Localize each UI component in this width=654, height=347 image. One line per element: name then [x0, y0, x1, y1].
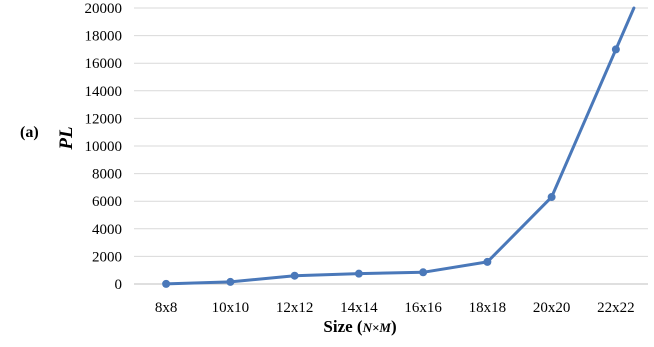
y-tick-label: 0 — [115, 277, 123, 293]
y-tick-label: 14000 — [85, 84, 123, 100]
panel-label: (a) — [20, 124, 39, 141]
x-tick-label: 22x22 — [597, 300, 635, 316]
data-point — [611, 45, 620, 54]
x-axis-title-italic: N×M — [362, 320, 392, 335]
y-tick-label: 18000 — [85, 29, 123, 45]
x-tick-labels: 8x8 10x10 12x12 14x14 16x16 18x18 20x20 22x22 — [155, 300, 635, 316]
data-point — [547, 193, 556, 202]
y-tick-labels: 0 2000 4000 6000 8000 10000 12000 14000 16000 180… — [85, 1, 123, 293]
x-tick-label: 10x10 — [212, 300, 250, 316]
x-tick-label: 16x16 — [404, 300, 442, 316]
gridlines — [134, 7, 648, 285]
y-tick-label: 6000 — [92, 194, 122, 210]
x-axis-title-main: Size ( — [323, 317, 363, 336]
x-tick-label: 12x12 — [276, 300, 314, 316]
x-axis-title-close: ) — [391, 317, 397, 336]
x-tick-label: 20x20 — [533, 300, 571, 316]
data-point — [290, 271, 299, 280]
data-point — [226, 277, 235, 286]
x-tick-label: 8x8 — [155, 300, 178, 316]
y-tick-label: 20000 — [85, 1, 123, 17]
y-tick-label: 10000 — [85, 139, 123, 155]
x-axis-title: Size (N×M) — [323, 317, 396, 336]
data-point — [419, 268, 428, 277]
y-tick-label: 16000 — [85, 56, 123, 72]
data-point — [483, 257, 492, 266]
x-tick-label: 18x18 — [469, 300, 507, 316]
data-point — [354, 269, 363, 278]
y-axis-title: PL — [56, 126, 77, 150]
y-tick-label: 2000 — [92, 249, 122, 265]
y-tick-label: 8000 — [92, 167, 122, 183]
y-tick-label: 4000 — [92, 222, 122, 238]
data-point — [162, 279, 171, 288]
data-series — [162, 6, 636, 288]
y-tick-label: 12000 — [85, 111, 123, 127]
x-tick-label: 14x14 — [340, 300, 378, 316]
